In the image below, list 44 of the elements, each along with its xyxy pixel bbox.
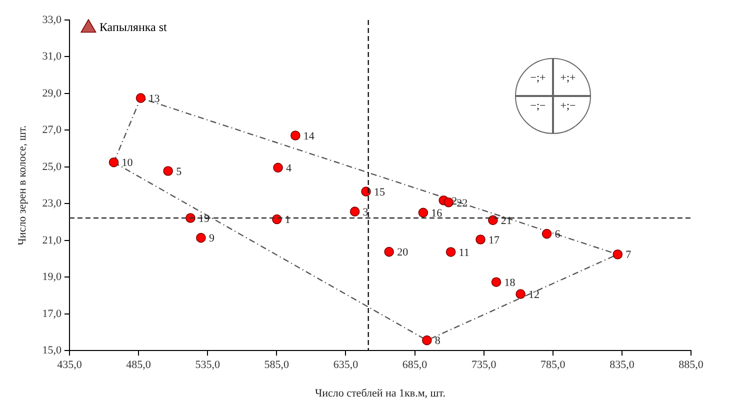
y-tick-label: 23,0 (42, 198, 62, 210)
annotation: 17 (488, 234, 500, 246)
y-tick-label: 19,0 (42, 271, 62, 284)
x-axis-title: Число стеблей на 1кв.м, шт. (314, 387, 446, 400)
annotation: 13 (148, 92, 160, 105)
y-tick-label: 17,0 (42, 308, 62, 320)
annotation: 15 (374, 186, 386, 198)
y-axis-title: Число зерен в колосе, шт. (16, 125, 28, 246)
y-tick-label: 21,0 (42, 234, 62, 246)
annotation: 16 (431, 208, 443, 220)
annotation: +;− (559, 100, 577, 112)
annotation: 21 (500, 215, 512, 228)
x-tick-label: 585,0 (264, 359, 290, 372)
y-tick-label: 15,0 (42, 344, 62, 356)
x-tick-label: 635,0 (333, 359, 359, 372)
y-tick-label: 27,0 (42, 124, 62, 136)
annotation: 3 (362, 206, 369, 218)
x-tick-label: 785,0 (540, 359, 566, 372)
legend-label: Капылянка st (99, 20, 168, 34)
annotation: 5 (176, 166, 182, 178)
annotation: 20 (397, 246, 409, 259)
y-tick-label: 25,0 (42, 160, 62, 173)
x-tick-label: 835,0 (610, 359, 635, 372)
annotation: 14 (303, 130, 315, 142)
annotation: −;− (529, 100, 547, 112)
annotation: 10 (122, 157, 134, 170)
x-tick-label: 435,0 (57, 359, 82, 372)
y-tick-label: 29,0 (42, 87, 62, 100)
annotation: 9 (208, 232, 215, 245)
annotation: +;+ (559, 72, 577, 84)
y-tick-label: 33,0 (42, 14, 62, 26)
x-tick-label: 685,0 (402, 359, 428, 372)
annotation: 8 (434, 335, 441, 348)
x-tick-label: 485,0 (126, 359, 152, 372)
x-tick-label: 535,0 (195, 359, 220, 372)
annotation: 4 (286, 162, 292, 175)
x-tick-label: 735,0 (471, 359, 497, 372)
annotation: −;+ (529, 72, 547, 84)
x-tick-label: 885,0 (678, 359, 704, 372)
annotation: 12 (528, 288, 540, 301)
annotation: 7 (626, 249, 632, 262)
annotation: 11 (458, 246, 470, 259)
y-tick-label: 31,0 (42, 50, 62, 63)
annotation: 18 (504, 276, 516, 289)
